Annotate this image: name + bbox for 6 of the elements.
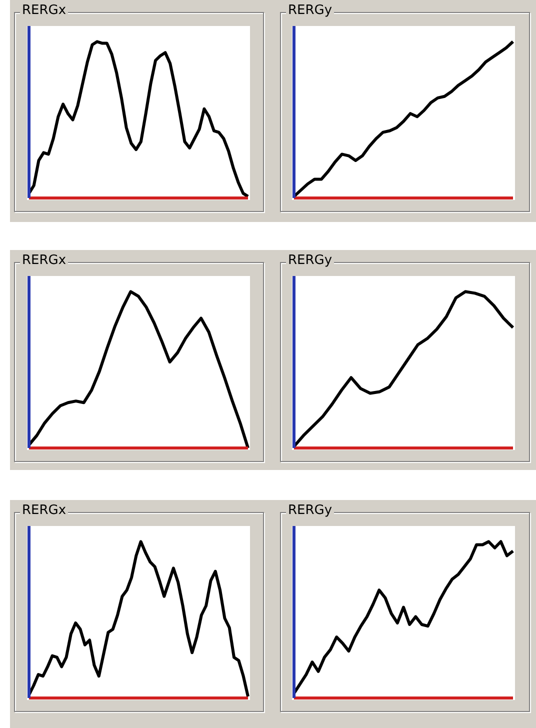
- chart-title: RERGy: [286, 3, 334, 19]
- chart-title: RERGx: [20, 503, 68, 519]
- chart-title: RERGx: [20, 253, 68, 269]
- chart-title: RERGx: [20, 3, 68, 19]
- chart-title: RERGy: [286, 503, 334, 519]
- chart-title: RERGy: [286, 253, 334, 269]
